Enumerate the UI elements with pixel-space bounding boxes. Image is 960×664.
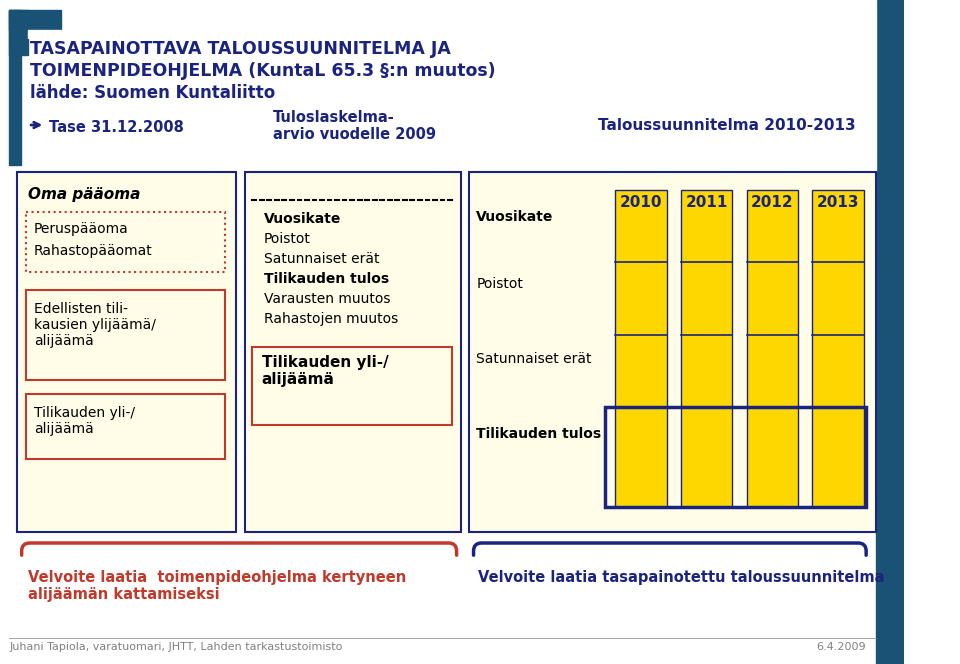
- Text: 2010: 2010: [619, 195, 661, 210]
- Text: Tilikauden yli-/
alijäämä: Tilikauden yli-/ alijäämä: [34, 406, 135, 436]
- Text: Velvoite laatia  toimenpideohjelma kertyneen
alijäämän kattamiseksi: Velvoite laatia toimenpideohjelma kertyn…: [28, 570, 406, 602]
- Text: TOIMENPIDEOHJELMA (KuntaL 65.3 §:n muutos): TOIMENPIDEOHJELMA (KuntaL 65.3 §:n muuto…: [30, 62, 495, 80]
- Bar: [468, 172, 876, 532]
- Bar: [812, 190, 864, 507]
- Text: 2011: 2011: [685, 195, 728, 210]
- Text: Edellisten tili-
kausien ylijäämä/
alijäämä: Edellisten tili- kausien ylijäämä/ alijä…: [34, 302, 156, 349]
- Text: Peruspääoma: Peruspääoma: [34, 222, 129, 236]
- Bar: [681, 190, 732, 507]
- Text: Taloussuunnitelma 2010-2013: Taloussuunnitelma 2010-2013: [598, 118, 855, 133]
- Text: Tuloslaskelma-
arvio vuodelle 2009: Tuloslaskelma- arvio vuodelle 2009: [273, 110, 436, 142]
- Text: Rahastojen muutos: Rahastojen muutos: [264, 312, 397, 326]
- Text: lähde: Suomen Kuntaliitto: lähde: Suomen Kuntaliitto: [30, 84, 276, 102]
- Text: 2013: 2013: [817, 195, 859, 210]
- Text: Poistot: Poistot: [476, 277, 523, 291]
- Bar: [10, 10, 61, 30]
- Bar: [876, 0, 903, 664]
- Bar: [614, 190, 666, 507]
- Bar: [10, 10, 28, 55]
- Bar: [252, 347, 452, 425]
- Bar: [245, 172, 462, 532]
- Text: Satunnaiset erät: Satunnaiset erät: [264, 252, 379, 266]
- Bar: [26, 290, 225, 380]
- Text: Juhani Tapiola, varatuomari, JHTT, Lahden tarkastustoimisto: Juhani Tapiola, varatuomari, JHTT, Lahde…: [10, 642, 343, 652]
- Bar: [10, 10, 21, 165]
- Text: Velvoite laatia tasapainotettu taloussuunnitelma: Velvoite laatia tasapainotettu taloussuu…: [478, 570, 885, 585]
- Text: 6.4.2009: 6.4.2009: [817, 642, 866, 652]
- Text: Tilikauden tulos: Tilikauden tulos: [476, 427, 602, 441]
- Text: Poistot: Poistot: [264, 232, 310, 246]
- Bar: [0, 0, 876, 170]
- Bar: [28, 30, 61, 38]
- Text: Varausten muutos: Varausten muutos: [264, 292, 390, 306]
- Text: Tilikauden yli-/
alijäämä: Tilikauden yli-/ alijäämä: [262, 355, 389, 387]
- Text: Oma pääoma: Oma pääoma: [28, 187, 140, 202]
- Text: TASAPAINOTTAVA TALOUSSUUNNITELMA JA: TASAPAINOTTAVA TALOUSSUUNNITELMA JA: [30, 40, 451, 58]
- Bar: [17, 172, 236, 532]
- Text: 2012: 2012: [751, 195, 794, 210]
- Text: Vuosikate: Vuosikate: [264, 212, 341, 226]
- Bar: [26, 394, 225, 459]
- Bar: [747, 190, 799, 507]
- Text: Vuosikate: Vuosikate: [476, 210, 554, 224]
- Text: Rahastopääomat: Rahastopääomat: [34, 244, 153, 258]
- Text: Tase 31.12.2008: Tase 31.12.2008: [49, 120, 183, 135]
- Text: Tilikauden tulos: Tilikauden tulos: [264, 272, 389, 286]
- Text: Satunnaiset erät: Satunnaiset erät: [476, 352, 592, 366]
- Bar: [26, 212, 225, 272]
- Bar: [606, 407, 866, 507]
